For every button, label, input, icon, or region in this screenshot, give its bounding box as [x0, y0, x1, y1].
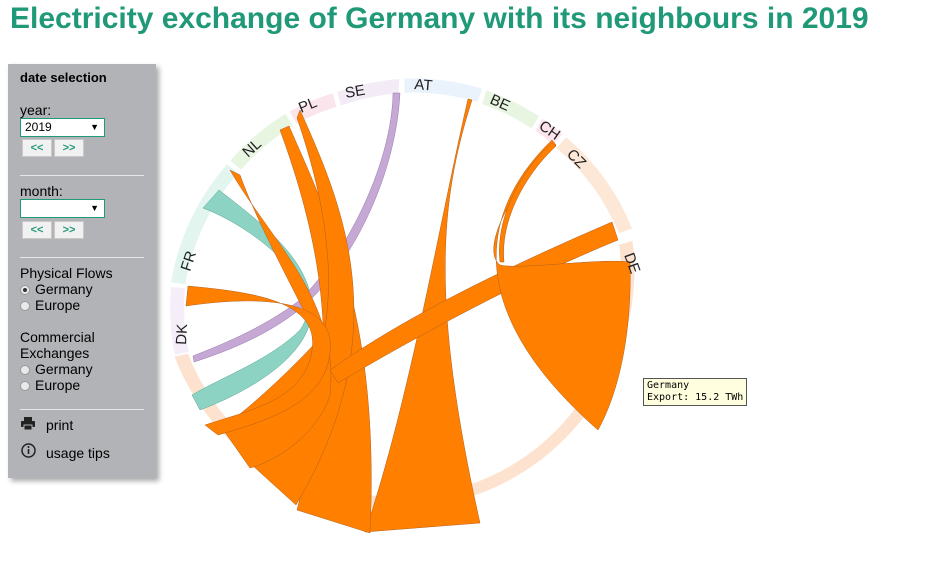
tooltip-export: Export: 15.2 TWh [647, 392, 744, 403]
divider [20, 409, 144, 410]
date-selection-heading: date selection [20, 70, 107, 85]
arc-dk[interactable] [170, 287, 189, 355]
chord-de-pl[interactable] [251, 109, 355, 506]
commercial-germany-label: Germany [35, 361, 93, 377]
country-label-pl: PL [296, 94, 319, 117]
month-next-button[interactable]: >> [54, 221, 84, 239]
arc-be[interactable] [482, 90, 539, 129]
tooltip-country: Germany [647, 380, 690, 391]
dropdown-arrow-icon: ▼ [90, 203, 99, 213]
country-label-dk: DK [173, 324, 191, 346]
chord-de-be[interactable] [493, 139, 631, 431]
divider [20, 175, 144, 176]
radio-unchecked-icon [20, 365, 30, 375]
print-label: print [46, 417, 74, 433]
arc-ch[interactable] [535, 118, 563, 145]
chord-de-dk[interactable] [185, 285, 331, 436]
divider [20, 257, 144, 258]
month-select[interactable]: ▼ [20, 199, 105, 218]
printer-icon [20, 417, 36, 433]
year-select[interactable]: 2019 ▼ [20, 118, 105, 137]
commercial-exchanges-label-1: Commercial [20, 329, 95, 345]
month-label: month: [20, 183, 63, 199]
date-selection-panel: date selection year: 2019 ▼ << >> month:… [8, 64, 156, 478]
country-label-fr: FR [178, 249, 200, 273]
country-label-ch: CH [536, 117, 564, 143]
usage-tips-link[interactable]: usage tips [20, 443, 110, 461]
chords [185, 92, 631, 534]
year-prev-button[interactable]: << [22, 139, 52, 157]
print-link[interactable]: print [20, 417, 73, 433]
physical-germany-label: Germany [35, 281, 93, 297]
radio-unchecked-icon [20, 381, 30, 391]
year-label: year: [20, 102, 52, 118]
year-next-button[interactable]: >> [54, 139, 84, 157]
country-label-be: BE [487, 91, 512, 115]
year-select-value: 2019 [25, 120, 52, 134]
dropdown-arrow-icon: ▼ [90, 122, 99, 132]
country-label-se: SE [344, 82, 367, 102]
country-label-at: AT [414, 76, 433, 95]
commercial-germany-radio[interactable]: Germany [20, 361, 93, 377]
physical-flows-label: Physical Flows [20, 265, 113, 281]
usage-tips-label: usage tips [46, 445, 110, 461]
arc-nl[interactable] [230, 113, 293, 170]
radio-checked-icon [20, 285, 30, 295]
physical-europe-label: Europe [35, 297, 81, 313]
arc-at[interactable] [404, 78, 483, 103]
commercial-europe-label: Europe [35, 377, 81, 393]
tooltip: Germany Export: 15.2 TWh [643, 378, 748, 406]
page-title: Electricity exchange of Germany with its… [10, 2, 869, 35]
chord-se[interactable] [192, 92, 401, 363]
info-icon [20, 443, 36, 461]
radio-unchecked-icon [20, 301, 30, 311]
physical-germany-radio[interactable]: Germany [20, 281, 93, 297]
arc-se[interactable] [337, 79, 400, 106]
country-label-de: DE [620, 251, 643, 276]
commercial-exchanges-label-2: Exchanges [20, 345, 90, 361]
commercial-europe-radio[interactable]: Europe [20, 377, 80, 393]
arc-cz[interactable] [556, 137, 633, 234]
month-prev-button[interactable]: << [22, 221, 52, 239]
chord-de-ch[interactable] [499, 142, 557, 263]
physical-europe-radio[interactable]: Europe [20, 297, 80, 313]
